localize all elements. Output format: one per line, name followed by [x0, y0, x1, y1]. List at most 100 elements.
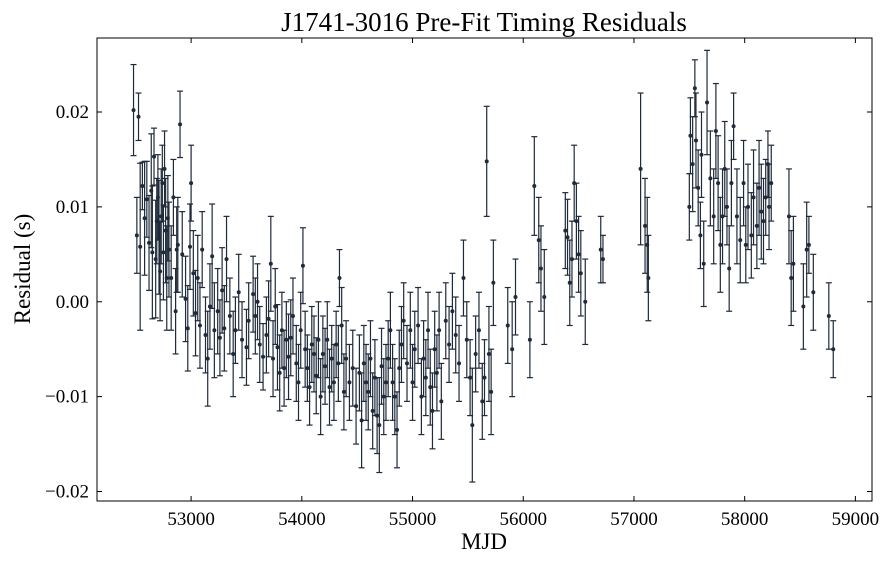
data-point [452, 296, 459, 374]
data-points [130, 49, 837, 483]
data-point [363, 343, 370, 421]
data-point [168, 225, 175, 331]
data-marker [364, 380, 369, 385]
data-marker [761, 219, 766, 224]
data-point [411, 310, 418, 388]
data-point [230, 310, 237, 398]
data-point [442, 282, 449, 360]
data-marker [207, 304, 212, 309]
data-marker [600, 257, 605, 262]
data-point [353, 367, 360, 445]
data-marker [240, 337, 245, 342]
data-marker [699, 152, 704, 157]
x-tick-label: 54000 [278, 509, 326, 530]
data-marker [253, 313, 258, 318]
data-point [573, 182, 580, 260]
data-marker [337, 276, 342, 281]
data-marker [510, 347, 515, 352]
data-point [704, 49, 711, 156]
data-marker [162, 166, 167, 171]
data-marker [277, 370, 282, 375]
data-point [715, 135, 722, 232]
data-marker [142, 216, 147, 221]
y-axis: −0.02 −0.01 0.00 0.01 0.02 [45, 102, 872, 503]
data-point [805, 215, 812, 274]
data-marker [751, 195, 756, 200]
data-point [460, 239, 467, 317]
data-point [149, 185, 156, 320]
data-marker [361, 361, 366, 366]
x-tick-label: 56000 [500, 509, 548, 530]
data-marker [288, 335, 293, 340]
data-point [274, 304, 281, 391]
data-marker [329, 356, 334, 361]
data-marker [144, 197, 149, 202]
data-marker [191, 271, 196, 276]
data-point [404, 324, 410, 402]
data-point [400, 282, 407, 360]
data-point [133, 196, 140, 274]
data-marker [698, 233, 703, 238]
data-marker [583, 299, 588, 304]
data-marker [339, 323, 344, 328]
data-point [349, 329, 356, 407]
data-marker [804, 247, 809, 252]
data-marker [734, 214, 739, 219]
data-point [313, 337, 320, 415]
data-marker [246, 318, 251, 323]
data-point [164, 174, 171, 262]
data-point [151, 127, 158, 186]
data-point [199, 211, 206, 289]
data-marker [806, 242, 811, 247]
data-point [785, 168, 792, 265]
data-marker [423, 375, 428, 380]
y-tick-label: 0.01 [56, 197, 89, 218]
data-point [256, 305, 263, 384]
data-marker [473, 351, 478, 356]
data-marker [476, 328, 481, 333]
data-marker [738, 238, 743, 243]
data-marker [759, 209, 764, 214]
data-marker [268, 261, 273, 266]
data-marker [388, 328, 393, 333]
data-marker [327, 385, 332, 390]
data-point [483, 105, 490, 217]
data-marker [690, 162, 695, 167]
data-marker [789, 276, 794, 281]
data-marker [215, 309, 220, 314]
data-marker [484, 159, 489, 164]
data-marker [450, 309, 455, 314]
data-marker [811, 290, 816, 295]
data-point [299, 227, 306, 305]
data-marker [185, 326, 190, 331]
data-point [173, 206, 180, 293]
x-tick-label: 53000 [167, 509, 215, 530]
data-point [810, 253, 817, 331]
data-marker [439, 399, 444, 404]
data-marker [480, 399, 485, 404]
data-marker [312, 351, 316, 356]
data-marker [379, 364, 384, 369]
data-marker [244, 345, 249, 350]
data-marker [574, 219, 579, 224]
data-marker [344, 356, 349, 361]
data-marker [576, 252, 581, 257]
data-marker [370, 408, 375, 413]
data-marker [286, 354, 291, 359]
data-marker [405, 361, 409, 366]
data-marker [158, 269, 163, 274]
data-point [740, 139, 747, 227]
data-marker [826, 313, 831, 318]
data-marker [447, 342, 452, 347]
data-marker [692, 86, 697, 91]
data-marker [408, 328, 413, 333]
data-marker [298, 328, 303, 333]
data-marker [203, 332, 208, 337]
data-marker [426, 328, 431, 333]
data-point [488, 348, 495, 436]
data-marker [316, 337, 321, 342]
data-point [697, 201, 704, 270]
data-marker [180, 252, 185, 257]
data-point [250, 255, 257, 333]
data-marker [160, 181, 165, 186]
